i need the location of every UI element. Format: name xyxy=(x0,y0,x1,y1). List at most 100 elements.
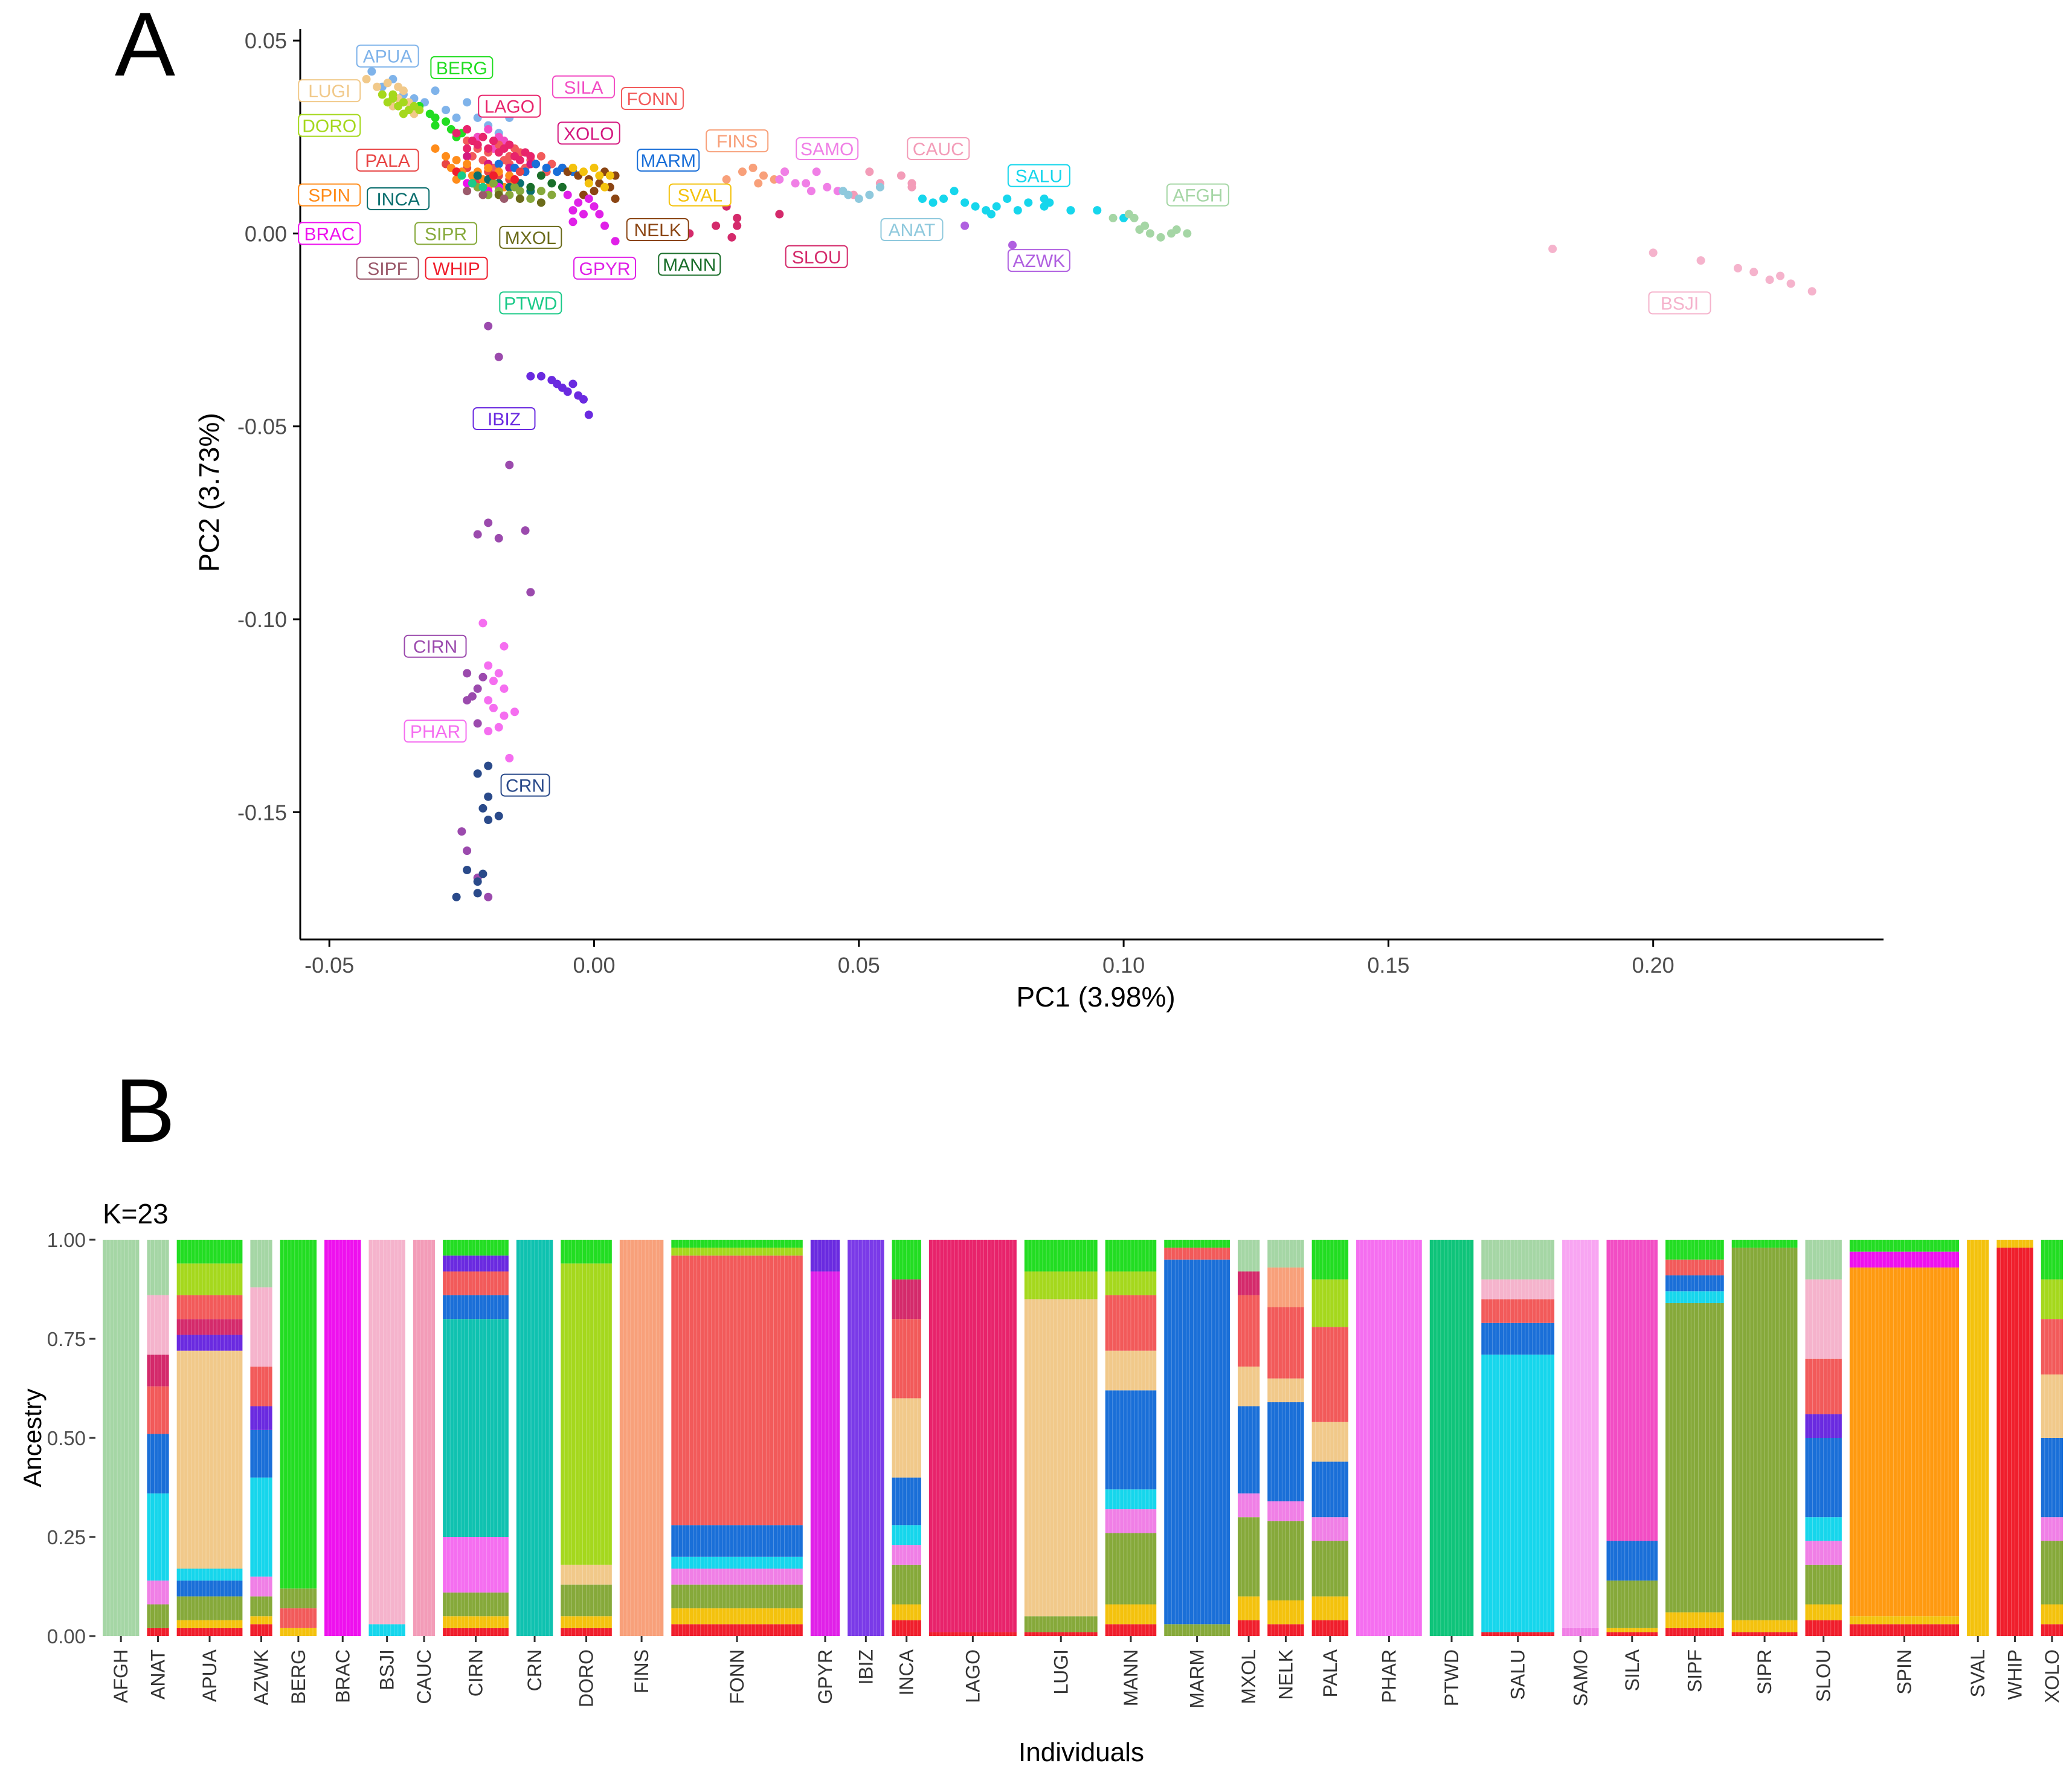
b-bar-segment xyxy=(671,1556,803,1569)
b-bar-segment xyxy=(892,1604,921,1620)
b-bar-segment xyxy=(561,1240,612,1264)
a-label-box-azwk xyxy=(1007,249,1070,272)
a-point-pala xyxy=(515,167,524,176)
b-bar-segment xyxy=(1024,1299,1098,1617)
a-point-sval xyxy=(584,179,593,188)
a-label-box-afgh xyxy=(1166,183,1229,207)
a-label-slou: SLOU xyxy=(792,248,841,268)
b-bar-segment xyxy=(1164,1248,1230,1260)
b-bar-segment xyxy=(1105,1604,1157,1625)
a-point-ibiz xyxy=(584,410,593,419)
a-label-sipf: SIPF xyxy=(367,259,408,279)
b-x-tick-label-phar: PHAR xyxy=(1378,1649,1400,1703)
b-x-tick-label-spin: SPIN xyxy=(1893,1649,1915,1695)
b-bar-segment xyxy=(671,1240,803,1248)
a-label-box-salu xyxy=(1007,164,1070,187)
a-point-afgh xyxy=(1145,229,1154,238)
a-label-whip: WHIP xyxy=(433,259,480,279)
a-point-cirn xyxy=(484,892,493,901)
a-label-box-crn xyxy=(500,773,550,797)
a-label-samo: SAMO xyxy=(800,140,854,159)
b-x-tick-label-crn: CRN xyxy=(524,1649,545,1691)
a-point-spin xyxy=(431,144,440,153)
b-bar-segment xyxy=(1237,1295,1260,1367)
a-point-azwk xyxy=(960,221,970,230)
b-bar-segment xyxy=(368,1240,405,1625)
a-point-ibiz xyxy=(526,372,535,381)
a-label-berg: BERG xyxy=(436,59,487,79)
a-point-cirn xyxy=(478,672,487,681)
a-point-slou xyxy=(733,221,742,230)
b-bar-segment xyxy=(250,1576,272,1597)
a-point-mxol xyxy=(515,194,524,203)
b-bar-segment xyxy=(892,1240,921,1280)
b-pop-phar xyxy=(1356,1240,1422,1636)
a-point-apua xyxy=(452,113,461,122)
a-point-phar xyxy=(494,669,503,678)
b-bar-segment xyxy=(413,1240,436,1636)
a-label-lugi: LUGI xyxy=(308,82,350,101)
a-point-berg xyxy=(431,113,440,122)
b-bar-segment xyxy=(892,1620,921,1636)
a-point-lugi xyxy=(373,82,382,91)
a-point-sipf xyxy=(463,187,472,196)
b-bar-segment xyxy=(176,1350,243,1569)
b-bar-segment xyxy=(280,1588,317,1609)
a-point-phar xyxy=(484,696,493,705)
b-bar-segment xyxy=(928,1632,1017,1636)
a-point-anat xyxy=(865,190,874,199)
b-bar-segment xyxy=(1481,1355,1555,1632)
b-x-tick-label-sipf: SIPF xyxy=(1684,1649,1705,1692)
a-point-phar xyxy=(510,707,520,717)
b-bar-segment xyxy=(2041,1374,2063,1438)
b-bar-segment xyxy=(1105,1489,1157,1510)
a-y-tick-label: -0.15 xyxy=(237,800,287,825)
a-point-sipf xyxy=(500,194,509,203)
a-point-nelk xyxy=(611,194,620,203)
a-label-box-xolo xyxy=(557,121,620,145)
a-point-fins xyxy=(748,163,758,172)
a-point-slou xyxy=(727,233,736,242)
b-bar-segment xyxy=(1731,1248,1798,1620)
b-bar-segment xyxy=(1267,1624,1304,1636)
a-point-sval xyxy=(595,171,604,180)
a-label-box-inca xyxy=(367,187,430,210)
a-label-box-spin xyxy=(298,183,361,207)
a-point-lago xyxy=(463,144,472,153)
a-label-lago: LAGO xyxy=(484,97,535,117)
a-x-tick-label: 0.00 xyxy=(573,953,615,978)
a-point-marm xyxy=(542,163,551,172)
a-point-crn xyxy=(478,869,487,878)
b-bar-segment xyxy=(1267,1600,1304,1625)
a-point-sipr xyxy=(489,179,498,188)
a-label-salu: SALU xyxy=(1015,167,1063,187)
b-pop-marm xyxy=(1164,1240,1230,1636)
a-label-box-ibiz xyxy=(472,407,536,430)
a-point-fonn xyxy=(536,152,545,161)
a-x-tick-label: 0.20 xyxy=(1632,953,1675,978)
b-bar-segment xyxy=(2041,1604,2063,1625)
b-bar-segment xyxy=(892,1398,921,1478)
a-point-samo xyxy=(812,167,821,176)
b-bar-segment xyxy=(671,1525,803,1557)
b-bar-segment xyxy=(280,1608,317,1628)
b-bar-segment xyxy=(1805,1438,1842,1518)
b-x-tick-label-sila: SILA xyxy=(1621,1649,1643,1691)
panel-b-y-axis-label: Ancestry xyxy=(18,1388,47,1487)
b-x-tick-label-apua: APUA xyxy=(199,1649,220,1702)
a-point-gpyr xyxy=(590,202,599,211)
b-bar-segment xyxy=(1105,1533,1157,1605)
a-point-phar xyxy=(500,711,509,720)
b-bar-segment xyxy=(250,1287,272,1367)
a-label-afgh: AFGH xyxy=(1173,186,1223,206)
a-point-lugi xyxy=(383,79,392,88)
b-bar-segment xyxy=(1481,1323,1555,1355)
b-bar-segment xyxy=(1105,1350,1157,1391)
a-label-ibiz: IBIZ xyxy=(487,410,521,430)
a-point-sval xyxy=(605,171,614,180)
b-bar-segment xyxy=(2041,1279,2063,1319)
b-bar-segment xyxy=(1849,1616,1960,1625)
a-point-lago xyxy=(478,132,487,141)
panel-a-x-axis-label: PC1 (3.98%) xyxy=(1016,981,1175,1013)
a-point-afgh xyxy=(1172,225,1181,234)
